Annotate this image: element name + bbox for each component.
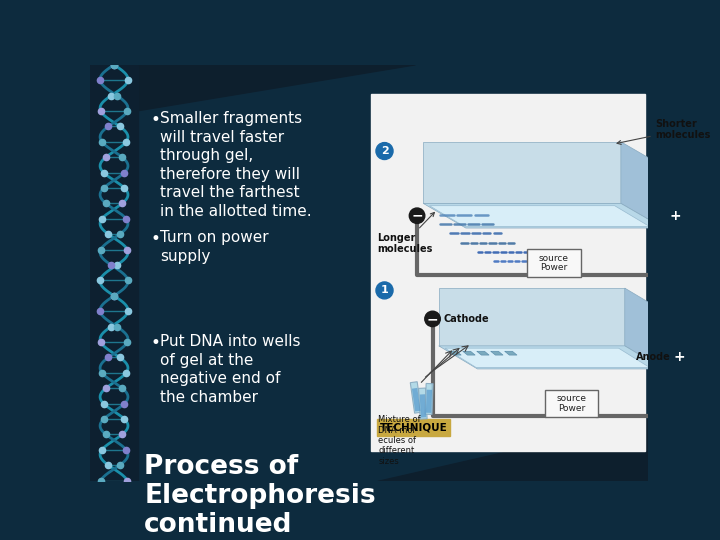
Bar [377,419,451,436]
Polygon shape [505,351,517,355]
Text: •: • [150,111,161,129]
Bar [372,94,645,451]
Text: Cathode: Cathode [444,314,489,324]
Polygon shape [445,348,649,367]
FancyBboxPatch shape [544,390,598,417]
Text: +: + [670,209,681,222]
Polygon shape [477,351,489,355]
Polygon shape [420,394,426,417]
Text: source: source [557,395,586,403]
Text: 2: 2 [381,146,388,156]
Text: •: • [150,334,161,352]
Circle shape [409,208,425,224]
Text: •: • [150,231,161,248]
Polygon shape [438,346,664,369]
Text: −: − [427,312,438,326]
Polygon shape [449,351,462,355]
Polygon shape [426,390,432,413]
Text: Put DNA into wells
of gel at the
negative end of
the chamber: Put DNA into wells of gel at the negativ… [160,334,300,405]
Text: Smaller fragments
will travel faster
through gel,
therefore they will
travel the: Smaller fragments will travel faster thr… [160,111,311,219]
Polygon shape [90,65,415,119]
Text: Process of
Electrophoresis
continued: Process of Electrophoresis continued [144,454,376,538]
Polygon shape [377,419,648,481]
Polygon shape [438,288,625,346]
Text: Anode: Anode [636,353,671,362]
Text: +: + [673,350,685,365]
FancyBboxPatch shape [527,249,580,276]
Text: −: − [411,209,423,222]
Polygon shape [425,383,433,415]
Polygon shape [418,388,427,419]
Polygon shape [490,351,503,355]
Polygon shape [423,204,664,228]
Text: TECHNIQUE: TECHNIQUE [379,422,447,433]
Text: Gel: Gel [0,539,1,540]
Text: source: source [539,254,569,262]
Polygon shape [412,388,420,411]
Text: Power: Power [540,263,567,272]
Text: Longer
molecules: Longer molecules [377,212,434,254]
Text: Power: Power [558,404,585,413]
Bar [90,65,138,481]
Text: Mixture of
DNA mol-
ecules of
different
sizes: Mixture of DNA mol- ecules of different … [378,415,421,465]
Polygon shape [621,142,664,228]
Circle shape [376,282,393,299]
Text: 1: 1 [381,286,388,295]
Polygon shape [625,288,664,369]
Circle shape [671,350,687,365]
Polygon shape [410,382,421,413]
Polygon shape [429,206,649,226]
Polygon shape [463,351,475,355]
Circle shape [667,208,683,224]
Circle shape [425,311,441,327]
Text: Shorter
molecules: Shorter molecules [617,119,711,144]
Polygon shape [423,142,621,204]
Text: Turn on power
supply: Turn on power supply [160,231,269,264]
Circle shape [376,143,393,159]
